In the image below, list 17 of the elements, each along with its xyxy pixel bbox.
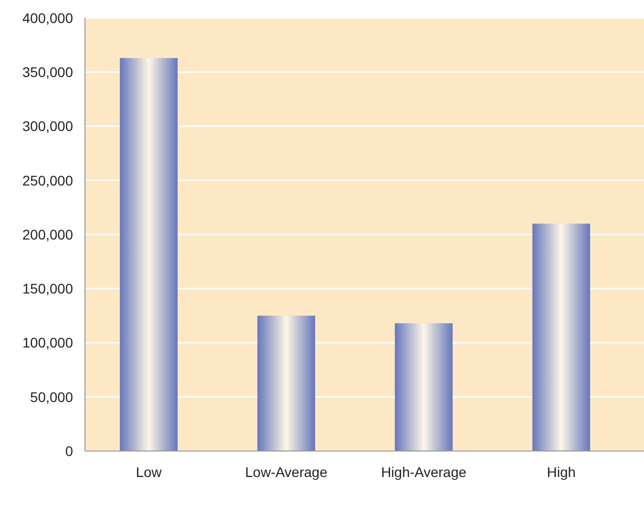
y-tick-label: 300,000 [22, 118, 74, 134]
y-tick-label: 150,000 [22, 280, 74, 297]
bar [394, 323, 453, 451]
bar [532, 224, 590, 451]
y-tick-label: 50,000 [30, 388, 74, 405]
x-tick-label: High [546, 464, 576, 480]
x-tick-label: Low-Average [245, 464, 328, 480]
bar [257, 316, 316, 451]
bar [120, 58, 178, 451]
x-tick-label: Low [136, 464, 162, 480]
y-tick-label: 350,000 [22, 64, 74, 80]
y-tick-label: 200,000 [22, 226, 74, 242]
y-tick-label: 100,000 [22, 334, 74, 351]
y-tick-label: 250,000 [22, 172, 74, 188]
y-tick-label: 400,000 [22, 10, 74, 26]
y-tick-label: 0 [65, 442, 74, 459]
x-tick-label: High-Average [381, 464, 467, 480]
